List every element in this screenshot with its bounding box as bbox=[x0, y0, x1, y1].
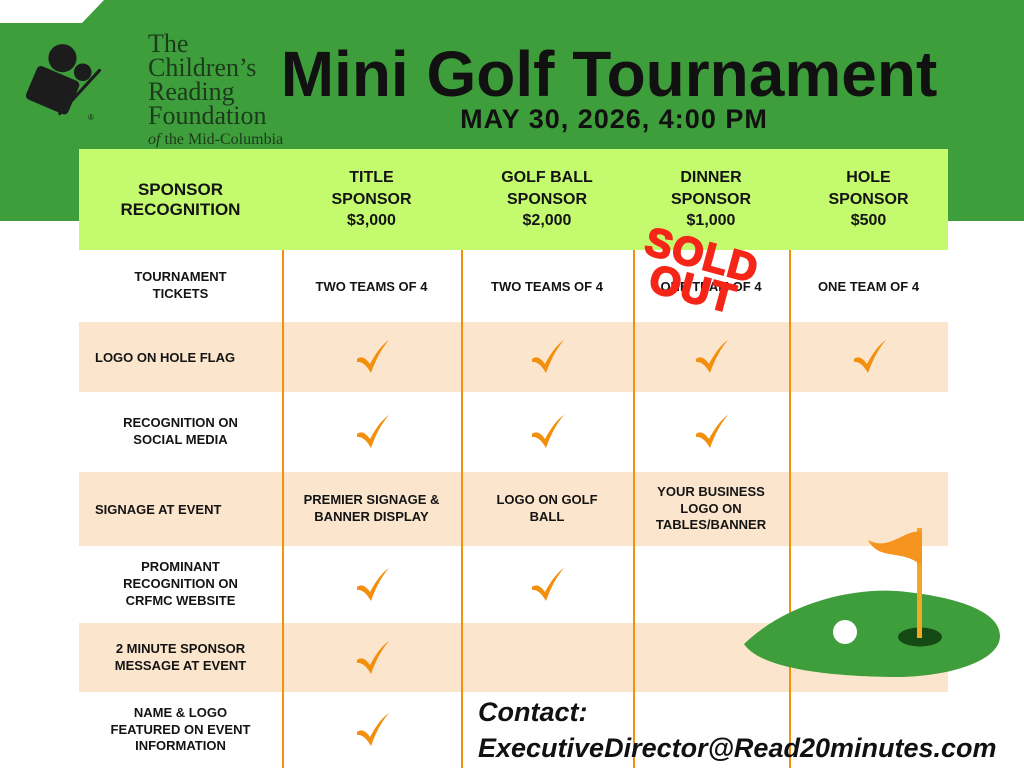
svg-text:®: ® bbox=[88, 113, 94, 122]
